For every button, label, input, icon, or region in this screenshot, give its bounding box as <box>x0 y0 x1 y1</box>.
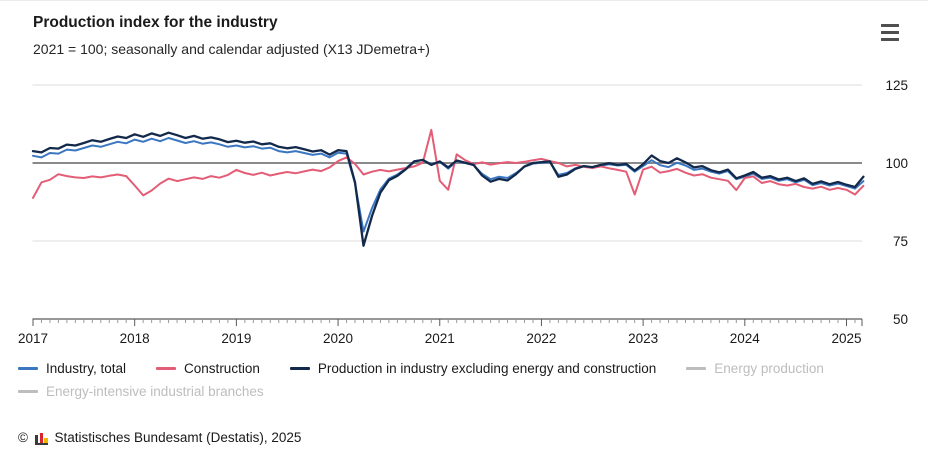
x-tick-label: 2020 <box>323 331 353 346</box>
x-tick-label: 2024 <box>730 331 761 346</box>
legend-item-energy-intensive-branches[interactable]: Energy-intensive industrial branches <box>18 384 264 399</box>
legend-label: Energy-intensive industrial branches <box>46 384 264 399</box>
legend-item-industry-total[interactable]: Industry, total <box>18 361 126 376</box>
logo-bar <box>34 434 39 443</box>
legend-item-industry-excl-energy-construction[interactable]: Production in industry excluding energy … <box>289 361 657 376</box>
destatis-logo-icon <box>34 431 48 445</box>
copyright-symbol: © <box>18 430 28 445</box>
legend-label: Construction <box>184 361 260 376</box>
logo-bar <box>39 432 43 443</box>
menu-bar <box>881 37 899 41</box>
x-tick-label: 2025 <box>831 331 861 346</box>
series-line-industry-total <box>32 137 865 233</box>
legend-label: Production in industry excluding energy … <box>317 361 657 376</box>
legend-swatch-icon <box>289 367 310 370</box>
production-index-chart: 2017 2018 2019 2020 2021 2022 2023 2024 2025 50 75… <box>18 78 908 346</box>
legend-swatch-icon <box>156 367 177 370</box>
x-tick-label: 2017 <box>18 331 48 346</box>
x-tick-label: 2019 <box>221 331 251 346</box>
y-tick-label: 75 <box>893 234 908 249</box>
series-line-construction <box>32 128 865 199</box>
source-attribution: © Statistisches Bundesamt (Destatis), 20… <box>18 430 301 445</box>
y-tick-label: 100 <box>885 156 908 171</box>
menu-bar <box>881 24 899 28</box>
legend-label: Industry, total <box>46 361 127 376</box>
hamburger-menu-icon[interactable] <box>881 24 901 41</box>
series-line-production-in-industry-excluding-energy-and-construction <box>31 131 865 247</box>
menu-bar <box>881 30 899 35</box>
legend-label: Energy production <box>714 361 824 376</box>
chart-subtitle: 2021 = 100; seasonally and calendar adju… <box>33 41 430 57</box>
logo-bar <box>44 437 48 443</box>
x-tick-label: 2021 <box>425 331 455 346</box>
source-text: Statistisches Bundesamt (Destatis), 2025 <box>54 430 302 445</box>
x-tick-label: 2022 <box>526 331 556 346</box>
legend-swatch-icon <box>18 367 38 370</box>
y-tick-label: 125 <box>885 78 908 93</box>
legend-item-construction[interactable]: Construction <box>156 361 260 376</box>
y-tick-label: 50 <box>893 312 908 327</box>
x-tick-label: 2018 <box>120 331 150 346</box>
page-title: Production index for the industry <box>33 14 278 31</box>
x-tick-label: 2023 <box>628 331 658 346</box>
chart-legend: Industry, total Construction Production … <box>18 361 912 399</box>
legend-item-energy-production[interactable]: Energy production <box>686 361 824 376</box>
legend-swatch-icon <box>686 367 707 370</box>
legend-swatch-icon <box>18 390 38 393</box>
